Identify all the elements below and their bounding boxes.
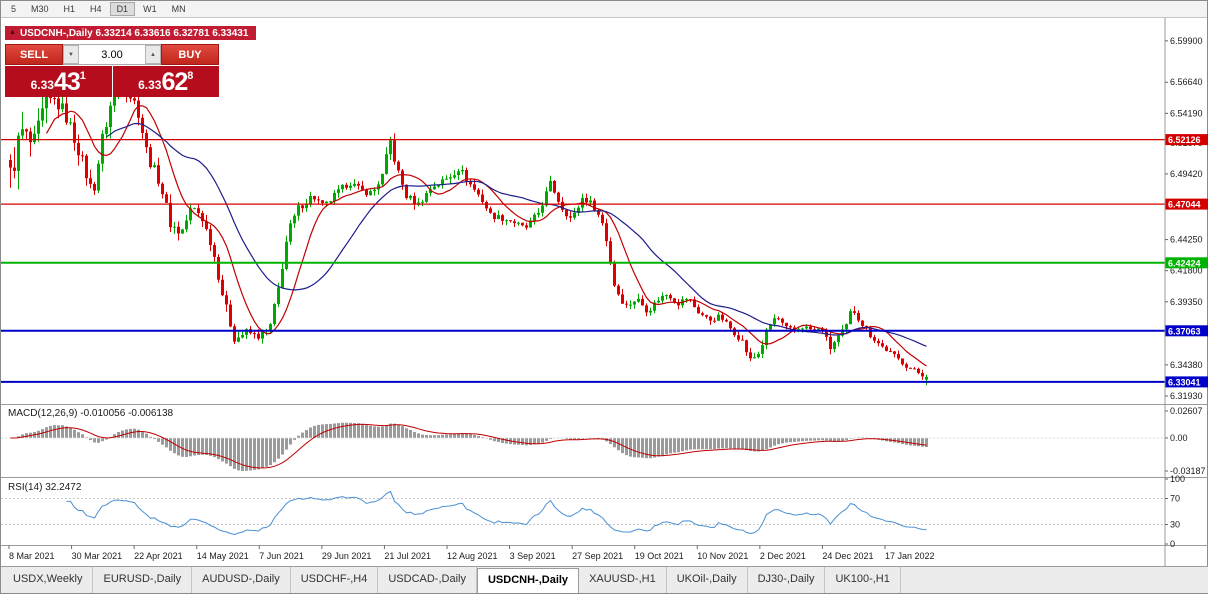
timeframe-button-W1[interactable]: W1 xyxy=(136,2,164,16)
svg-text:21 Jul 2021: 21 Jul 2021 xyxy=(384,551,431,561)
svg-text:24 Dec 2021: 24 Dec 2021 xyxy=(822,551,873,561)
svg-text:3 Sep 2021: 3 Sep 2021 xyxy=(510,551,556,561)
lot-size-input[interactable] xyxy=(79,45,145,64)
timeframe-button-MN[interactable]: MN xyxy=(165,2,193,16)
rsi-line xyxy=(66,490,927,536)
price-scale: 6.599006.566406.541906.518706.494206.442… xyxy=(1165,36,1208,549)
price-badge-6.37063: 6.37063 xyxy=(1165,325,1208,336)
svg-text:30 Mar 2021: 30 Mar 2021 xyxy=(72,551,123,561)
trade-buttons-row: SELL ▼ ▲ BUY xyxy=(5,44,219,65)
price-badge-6.47044: 6.47044 xyxy=(1165,198,1208,210)
chart-tab-USDCNH-Daily[interactable]: USDCNH-,Daily xyxy=(476,568,580,593)
chart-tab-AUDUSD-Daily[interactable]: AUDUSD-,Daily xyxy=(192,567,291,593)
chart-canvas[interactable]: 6.599006.566406.541906.518706.494206.442… xyxy=(1,18,1208,568)
svg-text:12 Aug 2021: 12 Aug 2021 xyxy=(447,551,498,561)
svg-text:14 May 2021: 14 May 2021 xyxy=(197,551,249,561)
collapse-triangle-icon[interactable]: ▲ xyxy=(9,29,16,36)
chart-tab-DJ30-Daily[interactable]: DJ30-,Daily xyxy=(748,567,826,593)
sell-button[interactable]: SELL xyxy=(5,44,63,65)
chart-tab-EURUSD-Daily[interactable]: EURUSD-,Daily xyxy=(93,567,193,593)
candlestick-series xyxy=(9,84,928,386)
svg-text:2 Dec 2021: 2 Dec 2021 xyxy=(760,551,806,561)
svg-text:6.47044: 6.47044 xyxy=(1168,200,1201,210)
timeframe-button-M30[interactable]: M30 xyxy=(24,2,56,16)
chart-tab-USDCAD-Daily[interactable]: USDCAD-,Daily xyxy=(378,567,477,593)
svg-text:6.37063: 6.37063 xyxy=(1168,326,1201,336)
svg-text:0: 0 xyxy=(1170,539,1175,549)
chart-tab-USDCHF-H4[interactable]: USDCHF-,H4 xyxy=(291,567,379,593)
svg-text:6.56640: 6.56640 xyxy=(1170,77,1203,87)
buy-price-display[interactable]: 6.33 62 8 xyxy=(112,66,219,97)
svg-text:-0.03187: -0.03187 xyxy=(1170,466,1206,476)
ohlc-text: USDCNH-,Daily 6.33214 6.33616 6.32781 6.… xyxy=(19,27,249,39)
svg-text:22 Apr 2021: 22 Apr 2021 xyxy=(134,551,183,561)
svg-text:6.33041: 6.33041 xyxy=(1168,377,1201,387)
chart-tab-USDX-Weekly[interactable]: USDX,Weekly xyxy=(3,567,94,593)
svg-text:6.54190: 6.54190 xyxy=(1170,108,1203,118)
svg-text:6.41800: 6.41800 xyxy=(1170,266,1203,276)
timeframe-button-H4[interactable]: H4 xyxy=(83,2,109,16)
svg-text:6.59900: 6.59900 xyxy=(1170,36,1203,46)
chart-tab-XAUUSD-H1[interactable]: XAUUSD-,H1 xyxy=(579,567,667,593)
buy-price-pip: 8 xyxy=(187,70,194,82)
svg-text:19 Oct 2021: 19 Oct 2021 xyxy=(635,551,684,561)
svg-text:30: 30 xyxy=(1170,520,1180,530)
sell-price-display[interactable]: 6.33 43 1 xyxy=(5,66,112,97)
svg-text:6.34380: 6.34380 xyxy=(1170,360,1203,370)
svg-text:70: 70 xyxy=(1170,494,1180,504)
chart-tabs-bar: USDX,Weekly EURUSD-,Daily AUDUSD-,Daily USD… xyxy=(1,566,1208,593)
date-axis: 8 Mar 2021 30 Mar 2021 22 Apr 2021 14 May 2… xyxy=(8,545,935,561)
svg-text:6.49420: 6.49420 xyxy=(1170,169,1203,179)
timeframe-button-H1[interactable]: H1 xyxy=(57,2,83,16)
macd-histogram xyxy=(13,422,928,471)
svg-text:6.42424: 6.42424 xyxy=(1168,258,1201,268)
svg-text:6.52126: 6.52126 xyxy=(1168,135,1201,145)
horizontal-lines-layer[interactable] xyxy=(1,138,1165,383)
sell-price-prefix: 6.33 xyxy=(30,78,54,92)
buy-price-big-digits: 62 xyxy=(161,67,188,96)
buy-price-prefix: 6.33 xyxy=(138,78,162,92)
svg-text:29 Jun 2021: 29 Jun 2021 xyxy=(322,551,372,561)
buy-button[interactable]: BUY xyxy=(161,44,219,65)
chart-tab-UK100-H1[interactable]: UK100-,H1 xyxy=(825,567,901,593)
lot-size-box: ▼ ▲ xyxy=(63,44,161,65)
chart-ohlc-banner: ▲ USDCNH-,Daily 6.33214 6.33616 6.32781 … xyxy=(5,26,257,40)
price-badge-6.42424: 6.42424 xyxy=(1165,257,1208,269)
chart-tab-UKOil-Daily[interactable]: UKOil-,Daily xyxy=(667,567,748,593)
svg-text:0.02607: 0.02607 xyxy=(1170,406,1203,416)
timeframe-toolbar: 5 M30 H1 H4 D1 W1 MN xyxy=(1,1,1207,18)
svg-text:27 Sep 2021: 27 Sep 2021 xyxy=(572,551,623,561)
svg-text:6.31930: 6.31930 xyxy=(1170,391,1203,401)
svg-text:10 Nov 2021: 10 Nov 2021 xyxy=(697,551,748,561)
price-badge-6.52126: 6.52126 xyxy=(1165,134,1208,146)
svg-text:8 Mar 2021: 8 Mar 2021 xyxy=(9,551,55,561)
macd-indicator-label: MACD(12,26,9) -0.010056 -0.006138 xyxy=(8,408,174,419)
svg-text:17 Jan 2022: 17 Jan 2022 xyxy=(885,551,935,561)
price-badge-6.33041: 6.33041 xyxy=(1165,376,1208,388)
svg-text:6.39350: 6.39350 xyxy=(1170,297,1203,307)
trade-prices-row: 6.33 43 1 6.33 62 8 xyxy=(5,66,219,97)
moving-average-slow xyxy=(106,122,927,347)
timeframe-button-5[interactable]: 5 xyxy=(4,2,23,16)
svg-text:7 Jun 2021: 7 Jun 2021 xyxy=(259,551,304,561)
timeframe-button-D1[interactable]: D1 xyxy=(109,2,136,16)
rsi-indicator-label: RSI(14) 32.2472 xyxy=(8,482,82,493)
svg-text:0.00: 0.00 xyxy=(1170,433,1188,443)
macd-signal-line xyxy=(10,423,927,469)
lot-increase-button[interactable]: ▲ xyxy=(145,45,161,64)
svg-text:100: 100 xyxy=(1170,474,1185,484)
sell-price-big-digits: 43 xyxy=(53,67,81,96)
svg-text:6.44250: 6.44250 xyxy=(1170,235,1203,245)
lot-decrease-button[interactable]: ▼ xyxy=(63,45,79,64)
sell-price-pip: 1 xyxy=(79,70,86,82)
